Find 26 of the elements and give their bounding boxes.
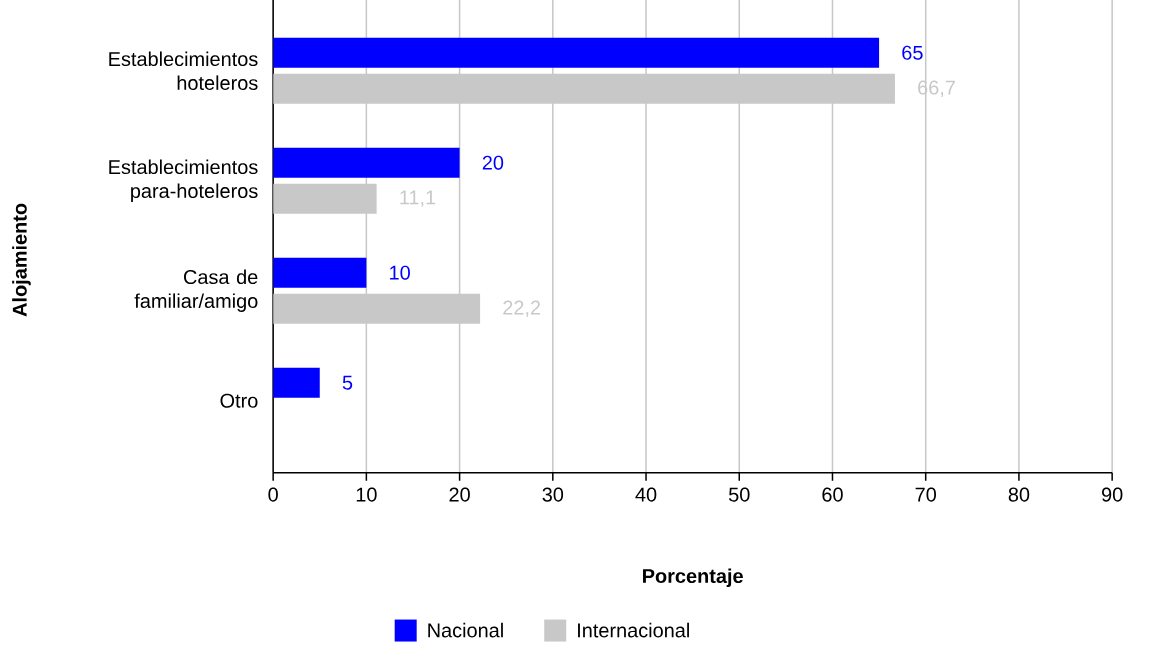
y-tick-label: Casa de familiar/amigo xyxy=(134,269,258,312)
bar xyxy=(273,367,320,398)
x-tick-label: 80 xyxy=(1008,487,1030,502)
bar xyxy=(273,147,460,178)
x-tick-label: 30 xyxy=(542,487,564,502)
y-tick-label: Otro xyxy=(220,393,258,408)
data-label: 10 xyxy=(390,265,410,280)
y-axis-title: Alojamiento xyxy=(12,203,31,317)
x-tick-label: 20 xyxy=(449,487,470,502)
x-tick-label: 40 xyxy=(635,487,657,502)
x-axis-title: Porcentaje xyxy=(643,568,743,587)
legend-label: Internacional xyxy=(578,622,689,638)
x-tick-label: 10 xyxy=(356,487,377,502)
data-label: 20 xyxy=(482,155,504,170)
legend-label: Nacional xyxy=(428,622,503,638)
x-tick-label: 70 xyxy=(915,487,936,502)
bar xyxy=(273,257,367,288)
data-label: 5 xyxy=(342,375,353,390)
data-label: 65 xyxy=(902,45,923,60)
bar xyxy=(273,37,880,68)
x-tick-label: 50 xyxy=(728,487,750,502)
x-tick-label: 0 xyxy=(268,487,278,502)
y-tick-label: Establecimientos hoteleros xyxy=(109,51,258,91)
y-tick-label: Establecimientos para-hoteleros xyxy=(109,159,258,202)
x-tick-label: 60 xyxy=(822,487,843,502)
x-tick-label: 90 xyxy=(1102,487,1123,502)
